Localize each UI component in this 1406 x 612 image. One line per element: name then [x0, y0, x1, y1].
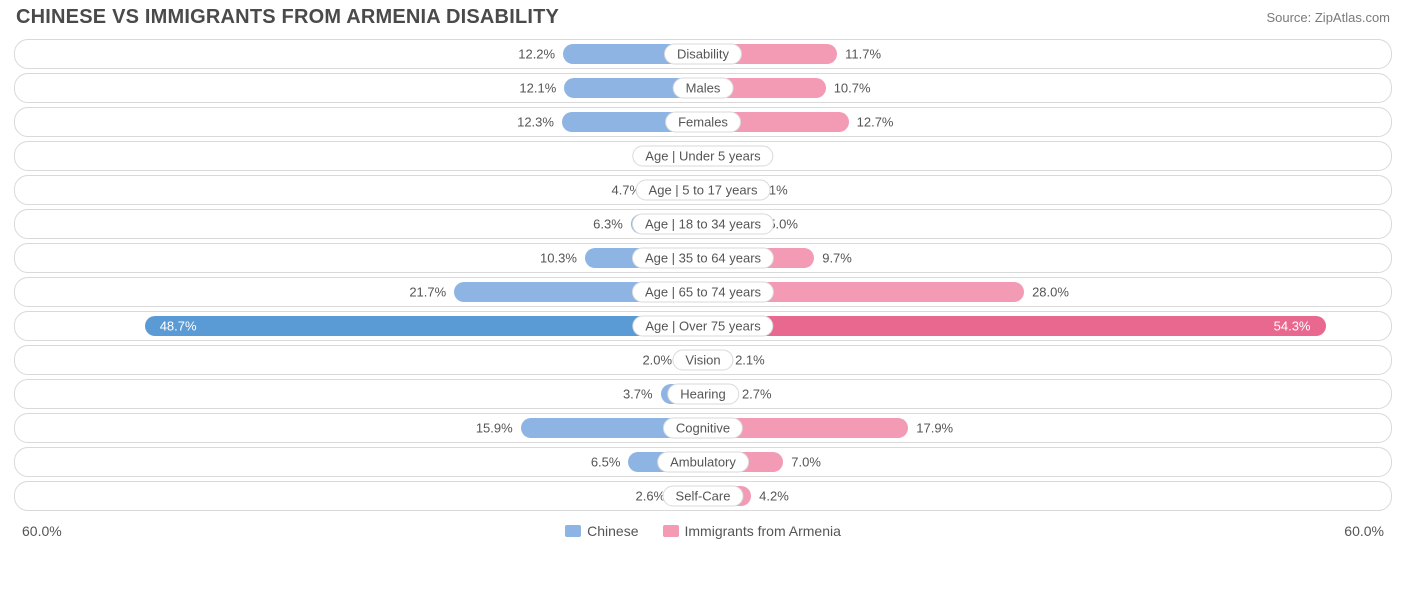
row-category-label: Age | Over 75 years [632, 316, 773, 337]
value-left: 12.3% [517, 115, 554, 130]
value-right: 7.0% [791, 455, 821, 470]
row-category-label: Age | 18 to 34 years [632, 214, 774, 235]
value-left: 2.6% [636, 489, 666, 504]
value-right: 4.2% [759, 489, 789, 504]
chart-row: Males 12.1% 10.7% [14, 73, 1392, 103]
chart-legend: Chinese Immigrants from Armenia [62, 523, 1345, 539]
value-left: 15.9% [476, 421, 513, 436]
row-category-label: Age | 35 to 64 years [632, 248, 774, 269]
axis-max-left: 60.0% [22, 523, 62, 539]
chart-row: Hearing 3.7% 2.7% [14, 379, 1392, 409]
value-left: 21.7% [409, 285, 446, 300]
value-right: 54.3% [1274, 319, 1311, 334]
row-category-label: Age | 5 to 17 years [636, 180, 771, 201]
legend-item-left: Chinese [565, 523, 638, 539]
row-category-label: Cognitive [663, 418, 743, 439]
row-category-label: Hearing [667, 384, 739, 405]
chart-row: Disability 12.2% 11.7% [14, 39, 1392, 69]
row-category-label: Vision [672, 350, 733, 371]
value-right: 2.1% [735, 353, 765, 368]
row-category-label: Self-Care [663, 486, 744, 507]
chart-row: Ambulatory 6.5% 7.0% [14, 447, 1392, 477]
chart-row: Age | 5 to 17 years4.7%4.1% [14, 175, 1392, 205]
chart-row: Females 12.3% 12.7% [14, 107, 1392, 137]
value-right: 12.7% [857, 115, 894, 130]
value-left: 3.7% [623, 387, 653, 402]
axis-max-right: 60.0% [1344, 523, 1384, 539]
chart-row: Age | 35 to 64 years 10.3% 9.7% [14, 243, 1392, 273]
chart-source: Source: ZipAtlas.com [1266, 10, 1390, 25]
value-right: 28.0% [1032, 285, 1069, 300]
row-category-label: Disability [664, 44, 742, 65]
chart-row: Cognitive 15.9% 17.9% [14, 413, 1392, 443]
value-right: 2.7% [742, 387, 772, 402]
chart-row: Age | Under 5 years1.1%0.76% [14, 141, 1392, 171]
row-category-label: Ambulatory [657, 452, 749, 473]
chart-header: CHINESE VS IMMIGRANTS FROM ARMENIA DISAB… [0, 0, 1406, 39]
row-category-label: Males [673, 78, 734, 99]
diverging-bar-chart: Disability 12.2% 11.7% Males 12.1% 10.7% Femal… [0, 39, 1406, 519]
row-category-label: Age | Under 5 years [632, 146, 773, 167]
value-left: 10.3% [540, 251, 577, 266]
chart-row: Age | Over 75 years 48.7% 54.3% [14, 311, 1392, 341]
value-right: 11.7% [845, 47, 881, 62]
value-right: 17.9% [916, 421, 953, 436]
value-left: 6.5% [591, 455, 621, 470]
chart-row: Self-Care2.6% 4.2% [14, 481, 1392, 511]
value-left: 12.2% [518, 47, 555, 62]
row-category-label: Age | 65 to 74 years [632, 282, 774, 303]
legend-label-right: Immigrants from Armenia [685, 523, 841, 539]
value-left: 6.3% [593, 217, 623, 232]
value-right: 9.7% [822, 251, 852, 266]
chart-row: Age | 65 to 74 years 21.7% 28.0% [14, 277, 1392, 307]
chart-title: CHINESE VS IMMIGRANTS FROM ARMENIA DISAB… [16, 6, 559, 29]
row-category-label: Females [665, 112, 741, 133]
legend-label-left: Chinese [587, 523, 638, 539]
legend-swatch-right [663, 525, 679, 537]
value-left: 12.1% [519, 81, 556, 96]
value-left: 2.0% [642, 353, 672, 368]
value-right: 10.7% [834, 81, 871, 96]
chart-footer: 60.0% Chinese Immigrants from Armenia 60… [0, 519, 1406, 547]
value-left: 48.7% [160, 319, 197, 334]
legend-swatch-left [565, 525, 581, 537]
legend-item-right: Immigrants from Armenia [663, 523, 841, 539]
bar-right [703, 316, 1326, 336]
chart-row: Vision2.0% 2.1% [14, 345, 1392, 375]
bar-left [145, 316, 703, 336]
chart-row: Age | 18 to 34 years6.3%5.0% [14, 209, 1392, 239]
